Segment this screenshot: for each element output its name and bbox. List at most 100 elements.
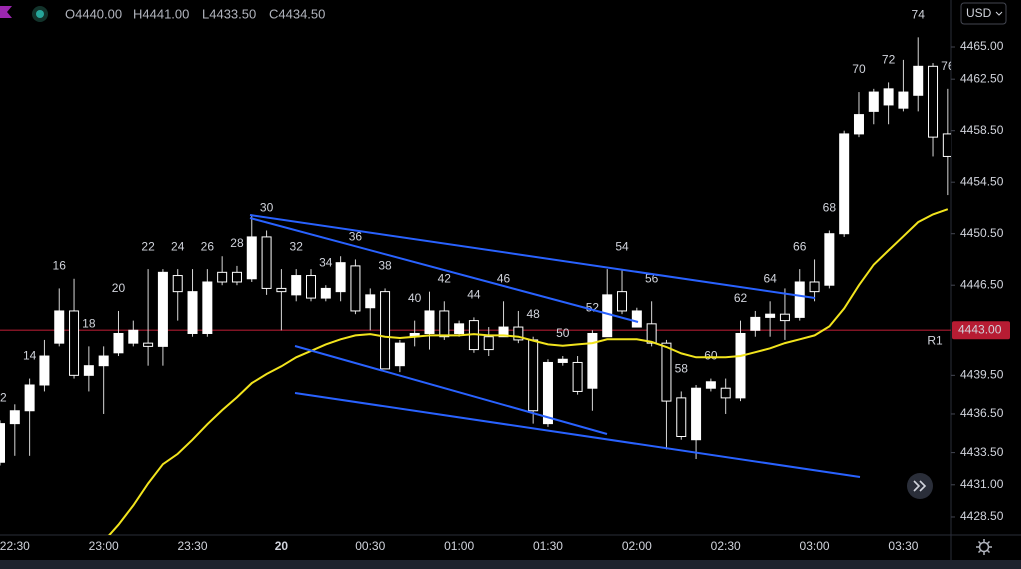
trendline bbox=[294, 392, 861, 478]
candle-body bbox=[261, 236, 272, 289]
bar-number: 70 bbox=[852, 62, 866, 76]
x-tick-label: 22:30 bbox=[0, 539, 30, 553]
bar-number: 38 bbox=[378, 259, 392, 273]
y-tick-label: 4454.50 bbox=[960, 174, 1004, 188]
scroll-icon bbox=[913, 480, 927, 492]
candle-body bbox=[676, 397, 687, 437]
candle-body bbox=[750, 316, 761, 331]
candle-body bbox=[646, 323, 657, 344]
candle-body bbox=[542, 361, 553, 425]
currency-label: USD bbox=[966, 6, 992, 20]
y-tick-label: 4439.50 bbox=[960, 368, 1004, 382]
candle-body bbox=[720, 387, 731, 399]
candle-body bbox=[483, 336, 494, 351]
candle-body bbox=[157, 271, 168, 347]
trendline bbox=[249, 217, 639, 323]
bar-number: 26 bbox=[201, 239, 215, 253]
y-tick-label: 4465.00 bbox=[960, 39, 1004, 53]
candle-body bbox=[809, 281, 820, 293]
bottom-strip bbox=[0, 560, 1021, 569]
candle-body bbox=[202, 281, 213, 334]
bar-number: 42 bbox=[438, 271, 452, 285]
candle-body bbox=[839, 133, 850, 235]
candle-body bbox=[779, 313, 790, 322]
currency-button[interactable] bbox=[960, 2, 1007, 25]
bar-number: 40 bbox=[408, 291, 422, 305]
y-tick-label: 4462.50 bbox=[960, 71, 1004, 85]
candle-body bbox=[320, 287, 331, 299]
bar-number: 74 bbox=[912, 8, 926, 22]
trendline bbox=[249, 214, 816, 299]
trendlines bbox=[249, 214, 861, 478]
candle-body bbox=[424, 310, 435, 334]
x-tick-label: 20 bbox=[275, 539, 289, 553]
candle-body bbox=[898, 91, 909, 109]
moving-average bbox=[108, 208, 949, 535]
status-dot bbox=[36, 10, 44, 18]
candle-body bbox=[617, 291, 628, 312]
candle-body bbox=[335, 262, 346, 293]
x-tick-label: 01:00 bbox=[444, 539, 474, 553]
settings-icon bbox=[976, 539, 992, 555]
candle-body bbox=[883, 88, 894, 106]
bar-number: 32 bbox=[290, 239, 304, 253]
candle-body bbox=[231, 271, 242, 283]
candle-body bbox=[587, 332, 598, 389]
candle-body bbox=[853, 114, 864, 135]
bar-number: 64 bbox=[763, 271, 777, 285]
bar-number: 60 bbox=[704, 349, 718, 363]
x-tick-label: 02:30 bbox=[711, 539, 741, 553]
candle-body bbox=[306, 275, 317, 299]
legend-low: L4433.50 bbox=[202, 6, 256, 21]
candle-body bbox=[705, 381, 716, 389]
bar-number: 66 bbox=[793, 239, 807, 253]
y-tick-label: 4428.50 bbox=[960, 509, 1004, 523]
bar-number: 12 bbox=[0, 391, 7, 405]
candle-body bbox=[365, 294, 376, 309]
candle-body bbox=[217, 271, 228, 283]
candle-body bbox=[350, 265, 361, 312]
candle-body bbox=[439, 310, 450, 338]
candle-body bbox=[394, 342, 405, 367]
y-tick-label: 4431.00 bbox=[960, 477, 1004, 491]
reference-price-label: 4443.00 bbox=[958, 322, 1002, 336]
bar-number: 54 bbox=[615, 239, 629, 253]
candle-body bbox=[54, 310, 65, 344]
bar-number: 14 bbox=[23, 349, 37, 363]
reference-price-box bbox=[952, 321, 1010, 340]
flag-icon[interactable] bbox=[0, 6, 12, 18]
candle-body bbox=[557, 358, 568, 363]
y-tick-label: 4433.50 bbox=[960, 445, 1004, 459]
candle-body bbox=[172, 275, 183, 293]
y-tick-label: 4450.50 bbox=[960, 226, 1004, 240]
candle-body bbox=[824, 233, 835, 286]
candle-body bbox=[572, 361, 583, 392]
candle-body bbox=[380, 291, 391, 370]
candle-body bbox=[291, 275, 302, 296]
y-tick-label: 4458.50 bbox=[960, 123, 1004, 137]
candle-body bbox=[24, 384, 35, 412]
bar-number: 72 bbox=[882, 53, 896, 67]
bar-number: 36 bbox=[349, 230, 363, 244]
candle-body bbox=[83, 365, 94, 376]
bar-number: 24 bbox=[171, 239, 185, 253]
candle-body bbox=[928, 65, 939, 138]
candle-body bbox=[942, 133, 951, 157]
candle-body bbox=[454, 323, 465, 334]
candle-body bbox=[9, 410, 20, 425]
legend-high: H4441.00 bbox=[133, 6, 189, 21]
candle-body bbox=[794, 281, 805, 318]
candle-body bbox=[113, 332, 124, 354]
bar-number: 30 bbox=[260, 201, 274, 215]
bar-number: 34 bbox=[319, 255, 333, 269]
candle-body bbox=[187, 291, 198, 334]
bar-number: 44 bbox=[467, 288, 481, 302]
candle-body bbox=[765, 313, 776, 318]
x-tick-label: 00:30 bbox=[355, 539, 385, 553]
bar-number: 50 bbox=[556, 326, 570, 340]
settings-button[interactable] bbox=[978, 541, 990, 553]
candle-body bbox=[128, 329, 139, 344]
